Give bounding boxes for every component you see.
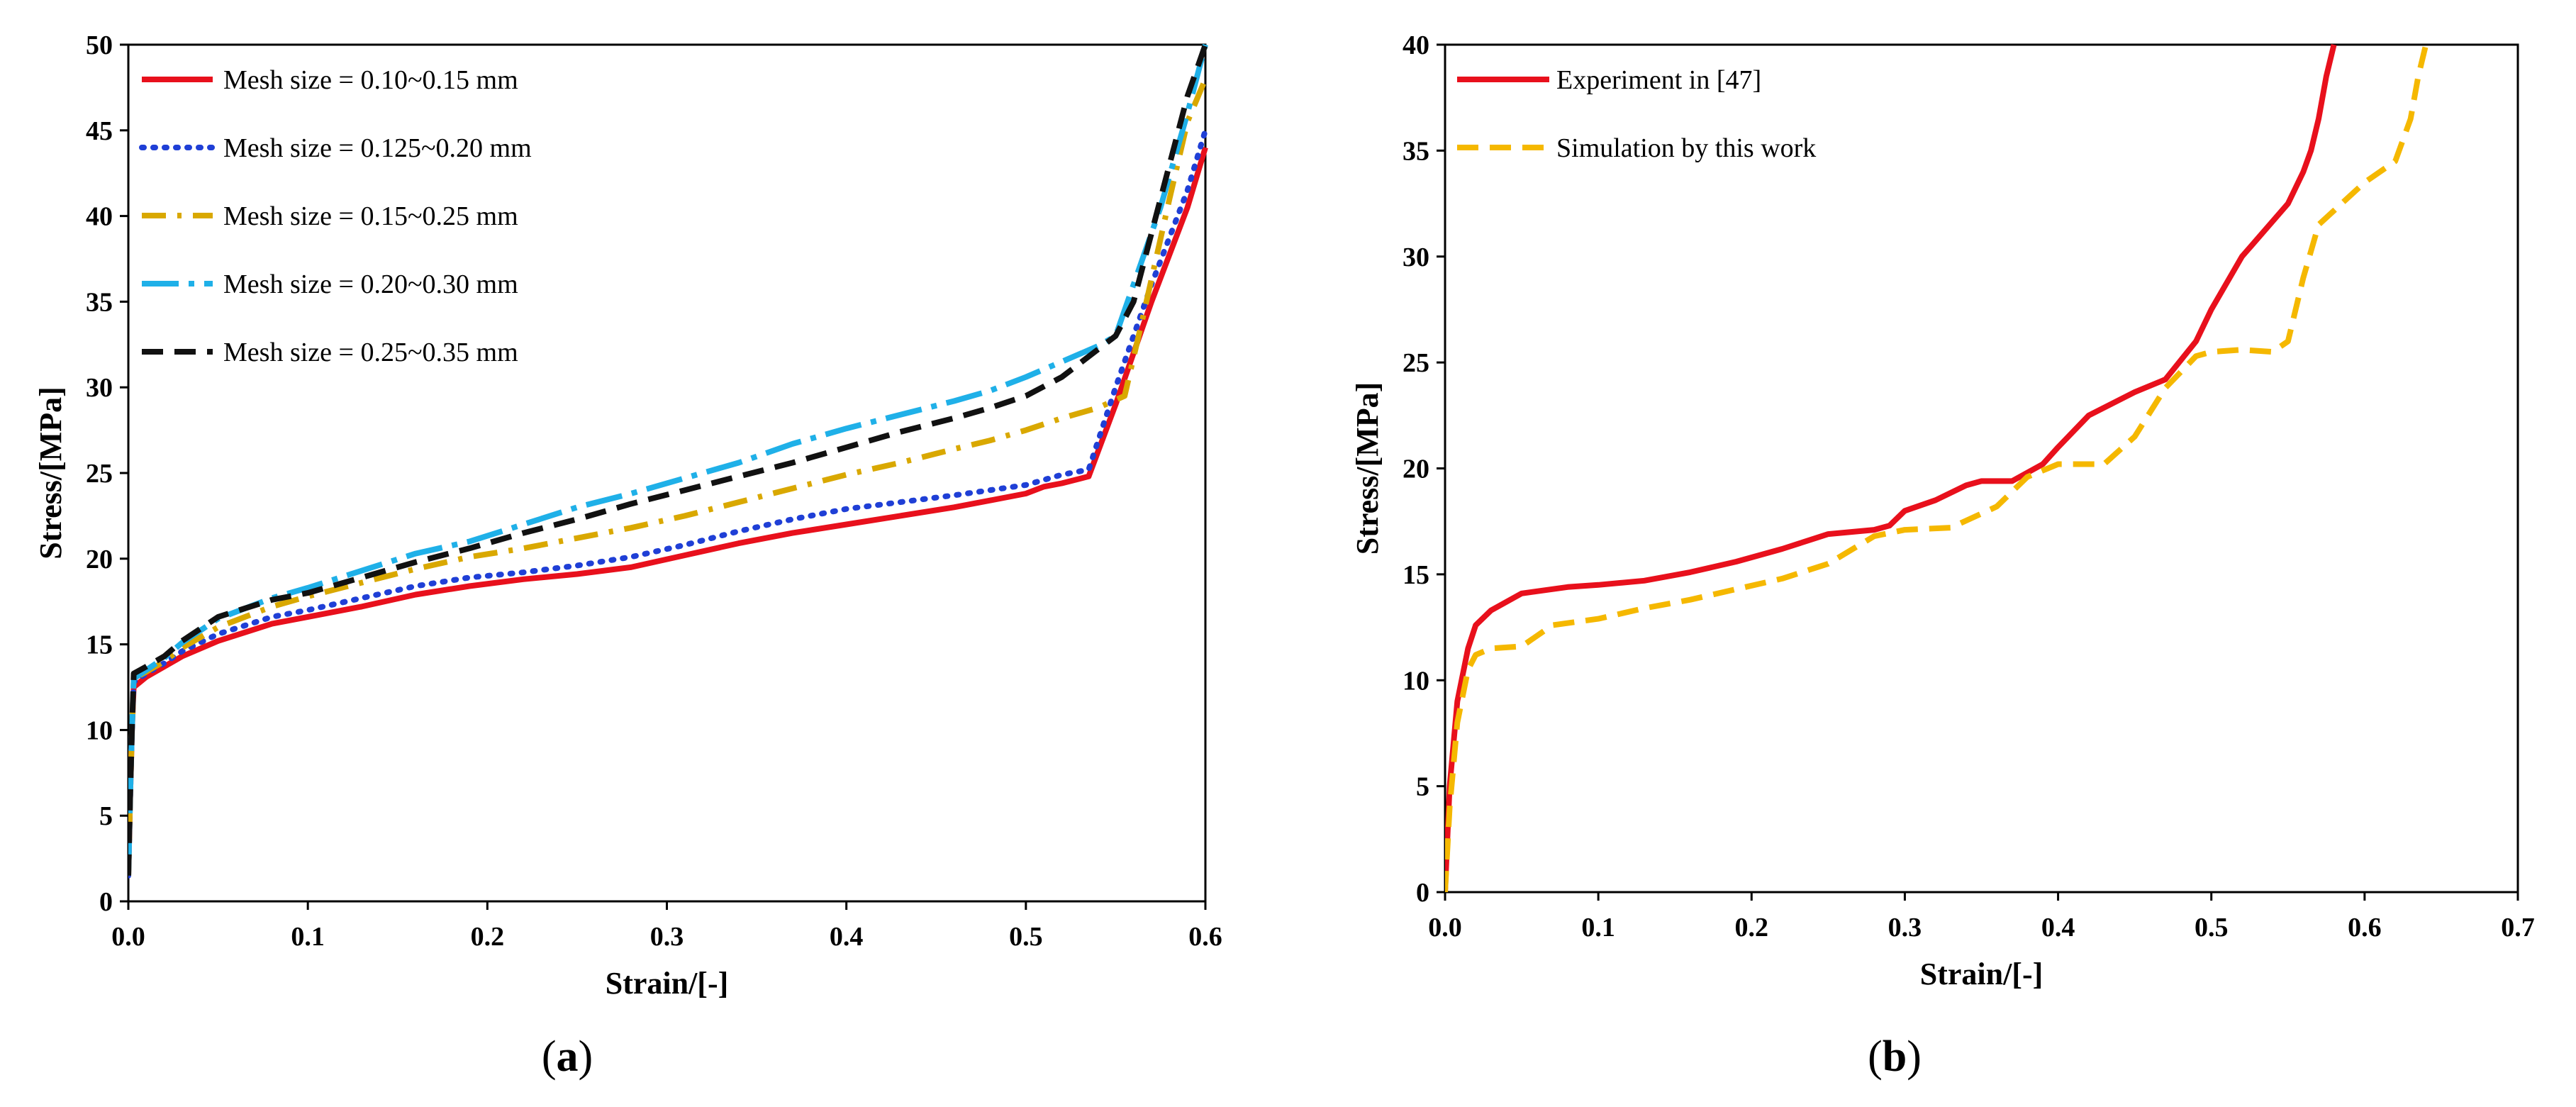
x-tick-label: 0.1 xyxy=(291,922,325,952)
y-tick-label: 15 xyxy=(1403,560,1429,590)
panel-b-chart: 0 5 10 15 20 25 30 35 40 0.0 0.1 0.2 0.3 0.4 0.5 0.6 0.7… xyxy=(1350,30,2535,1081)
y-tick-label: 20 xyxy=(86,545,113,574)
panel-caption-a: (a) xyxy=(542,1033,593,1081)
y-tick-label: 25 xyxy=(1403,348,1429,378)
legend-label-a-5: Mesh size = 0.25~0.35 mm xyxy=(223,338,518,367)
series-line-b-2 xyxy=(1445,44,2429,892)
y-axis-title: Stress/[MPa] xyxy=(33,386,68,560)
y-tick-label: 45 xyxy=(86,116,113,146)
y-tick-label: 5 xyxy=(99,801,113,831)
x-tick-label: 0.3 xyxy=(1888,913,1922,942)
x-tick-label: 0.0 xyxy=(1428,913,1462,942)
y-tick-label: 20 xyxy=(1403,455,1429,484)
x-tick-label: 0.3 xyxy=(650,922,684,952)
x-tick-label: 0.2 xyxy=(1735,913,1769,942)
y-tick-label: 10 xyxy=(86,716,113,745)
x-tick-label: 0.2 xyxy=(471,922,505,952)
legend-label-b-2: Simulation by this work xyxy=(1556,133,1816,163)
x-axis-title: Strain/[-] xyxy=(606,966,729,1001)
legend-label-a-1: Mesh size = 0.10~0.15 mm xyxy=(223,65,518,95)
legend-label-a-2: Mesh size = 0.125~0.20 mm xyxy=(223,133,532,163)
series-line-a-3 xyxy=(128,77,1208,876)
series-line-b-1 xyxy=(1445,44,2337,892)
y-tick-label: 35 xyxy=(1403,136,1429,166)
x-tick-label: 0.0 xyxy=(111,922,145,952)
caption-open-paren: ( xyxy=(542,1033,557,1081)
series-line-a-1 xyxy=(128,146,1208,876)
caption-letter: b xyxy=(1883,1033,1907,1081)
caption-close-paren: ) xyxy=(1907,1033,1922,1081)
y-tick-label: 30 xyxy=(86,373,113,403)
x-tick-label: 0.1 xyxy=(1581,913,1615,942)
series-line-a-4 xyxy=(128,43,1208,876)
y-tick-label: 0 xyxy=(1416,878,1429,908)
y-tick-label: 10 xyxy=(1403,666,1429,696)
y-tick-label: 35 xyxy=(86,287,113,317)
y-tick-label: 0 xyxy=(99,887,113,917)
panel-a-chart: 0 5 10 15 20 25 30 35 40 45 50 0.0 0.1 0.2 0.3 0.4 0.5 0.… xyxy=(33,30,1222,1081)
x-tick-label: 0.5 xyxy=(1009,922,1043,952)
legend-label-a-4: Mesh size = 0.20~0.30 mm xyxy=(223,269,518,299)
legend-label-a-3: Mesh size = 0.15~0.25 mm xyxy=(223,201,518,231)
x-tick-label: 0.4 xyxy=(2041,913,2075,942)
y-axis-title: Stress/[MPa] xyxy=(1350,382,1385,555)
y-tick-label: 40 xyxy=(86,202,113,232)
x-tick-label: 0.6 xyxy=(1188,922,1222,952)
y-tick-label: 50 xyxy=(86,30,113,60)
x-axis-title: Strain/[-] xyxy=(1920,957,2043,991)
panel-caption-b: (b) xyxy=(1868,1033,1922,1081)
x-tick-label: 0.4 xyxy=(830,922,864,952)
plot-area-b xyxy=(1444,43,2519,894)
caption-letter: a xyxy=(557,1033,579,1081)
legend-label-b-1: Experiment in [47] xyxy=(1556,65,1761,95)
y-tick-label: 30 xyxy=(1403,243,1429,272)
y-tick-label: 25 xyxy=(86,459,113,489)
series-line-a-2 xyxy=(128,127,1208,879)
x-tick-label: 0.7 xyxy=(2501,913,2535,942)
x-tick-label: 0.6 xyxy=(2348,913,2382,942)
caption-open-paren: ( xyxy=(1868,1033,1883,1081)
series-line-a-5 xyxy=(128,43,1208,876)
caption-close-paren: ) xyxy=(579,1033,593,1081)
y-tick-label: 40 xyxy=(1403,30,1429,60)
plot-area-a xyxy=(127,43,1207,903)
x-tick-label: 0.5 xyxy=(2195,913,2229,942)
y-tick-label: 5 xyxy=(1416,772,1429,802)
y-tick-label: 15 xyxy=(86,630,113,660)
